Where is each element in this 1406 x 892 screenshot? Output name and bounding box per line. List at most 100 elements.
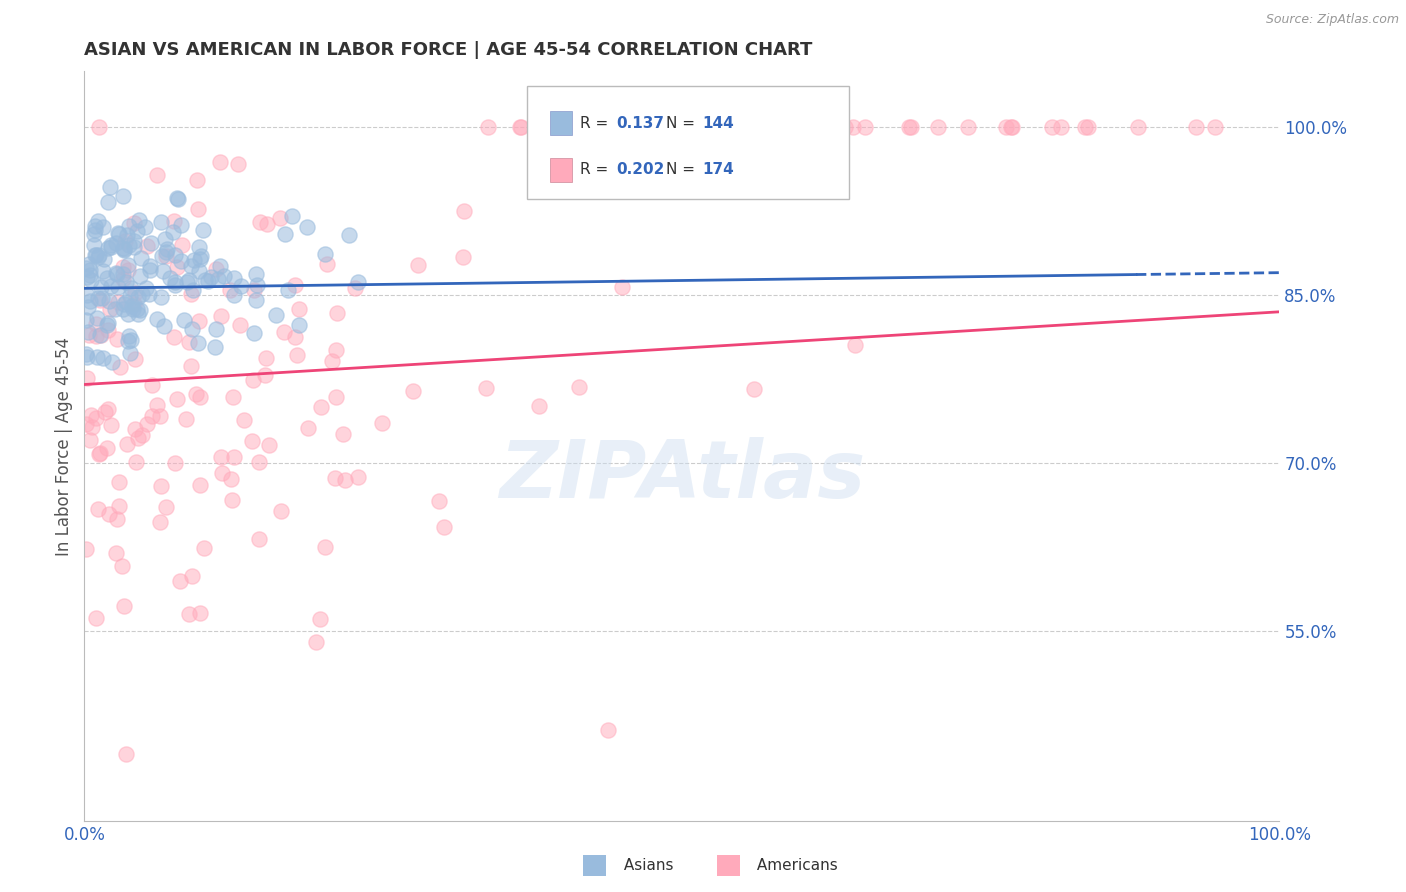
Text: ASIAN VS AMERICAN IN LABOR FORCE | AGE 45-54 CORRELATION CHART: ASIAN VS AMERICAN IN LABOR FORCE | AGE 4… xyxy=(84,41,813,59)
Point xyxy=(165,248,187,262)
Point xyxy=(117,328,139,343)
Point xyxy=(209,450,232,464)
Point xyxy=(1204,120,1226,135)
Point xyxy=(759,120,782,135)
Point xyxy=(229,278,252,293)
Point xyxy=(165,456,187,470)
Point xyxy=(97,317,120,331)
Point xyxy=(180,359,202,373)
Point xyxy=(146,168,169,182)
Point xyxy=(127,431,149,445)
Point xyxy=(115,437,138,451)
Point xyxy=(112,267,135,281)
Point xyxy=(96,271,118,285)
Point xyxy=(90,291,112,305)
Point xyxy=(91,351,114,366)
Point xyxy=(110,359,132,374)
Point xyxy=(97,323,120,337)
Point xyxy=(371,416,394,430)
Point xyxy=(191,223,214,237)
Point xyxy=(270,504,292,518)
Point xyxy=(90,280,112,294)
Point xyxy=(994,120,1017,135)
Point xyxy=(347,276,370,290)
Point xyxy=(325,391,347,405)
Point xyxy=(107,279,129,293)
Point xyxy=(152,318,174,333)
Text: Asians: Asians xyxy=(619,858,673,872)
Point xyxy=(87,501,110,516)
Point xyxy=(166,260,188,274)
Point xyxy=(111,272,134,286)
Point xyxy=(558,171,581,186)
Point xyxy=(150,249,173,263)
Point xyxy=(751,120,773,135)
Point xyxy=(117,334,139,348)
Point xyxy=(1074,120,1097,135)
Point xyxy=(124,285,146,300)
Point xyxy=(200,269,222,284)
Point xyxy=(153,232,176,246)
Point xyxy=(155,245,177,260)
Point xyxy=(84,317,107,331)
Point xyxy=(112,297,135,311)
Point xyxy=(309,612,332,626)
Point xyxy=(568,379,591,393)
Point xyxy=(247,455,270,469)
Point xyxy=(337,227,360,242)
Point xyxy=(105,266,128,280)
Point xyxy=(222,270,245,285)
Point xyxy=(112,243,135,257)
Point xyxy=(245,267,267,281)
Text: N =: N = xyxy=(666,162,700,178)
Point xyxy=(546,120,568,135)
Point xyxy=(177,607,200,622)
Point xyxy=(124,351,146,366)
Point xyxy=(610,120,633,135)
Point xyxy=(509,120,531,135)
FancyBboxPatch shape xyxy=(527,87,849,199)
Point xyxy=(77,325,100,339)
Point xyxy=(139,262,162,277)
Point xyxy=(179,273,201,287)
Point xyxy=(326,305,349,319)
Point xyxy=(124,422,146,436)
Point xyxy=(212,269,235,284)
Point xyxy=(273,325,295,339)
Text: R =: R = xyxy=(581,162,613,178)
Point xyxy=(105,332,128,346)
Point xyxy=(104,235,127,250)
Point xyxy=(208,259,231,273)
Point xyxy=(127,301,149,316)
Point xyxy=(187,239,209,253)
Point xyxy=(97,294,120,309)
Point xyxy=(346,470,368,484)
Point xyxy=(742,382,765,396)
Point xyxy=(927,120,949,135)
Point xyxy=(205,322,228,336)
Point xyxy=(127,307,149,321)
Point xyxy=(100,279,122,293)
Point xyxy=(1077,120,1099,135)
Point xyxy=(170,218,193,232)
Point xyxy=(333,473,356,487)
Point xyxy=(309,401,332,415)
Point xyxy=(284,330,307,344)
Point xyxy=(475,381,498,395)
Point xyxy=(1001,120,1024,135)
Point xyxy=(84,248,107,262)
Point xyxy=(111,559,134,574)
Point xyxy=(75,417,97,431)
Text: 144: 144 xyxy=(702,116,734,130)
Point xyxy=(842,120,865,135)
Point xyxy=(75,260,97,275)
Point xyxy=(188,252,211,266)
Point xyxy=(221,493,243,508)
Point xyxy=(112,599,135,614)
Point xyxy=(86,310,108,325)
Point xyxy=(76,370,98,384)
Point xyxy=(141,378,163,392)
Point xyxy=(118,238,141,252)
Point xyxy=(149,409,172,424)
Point xyxy=(269,211,291,225)
